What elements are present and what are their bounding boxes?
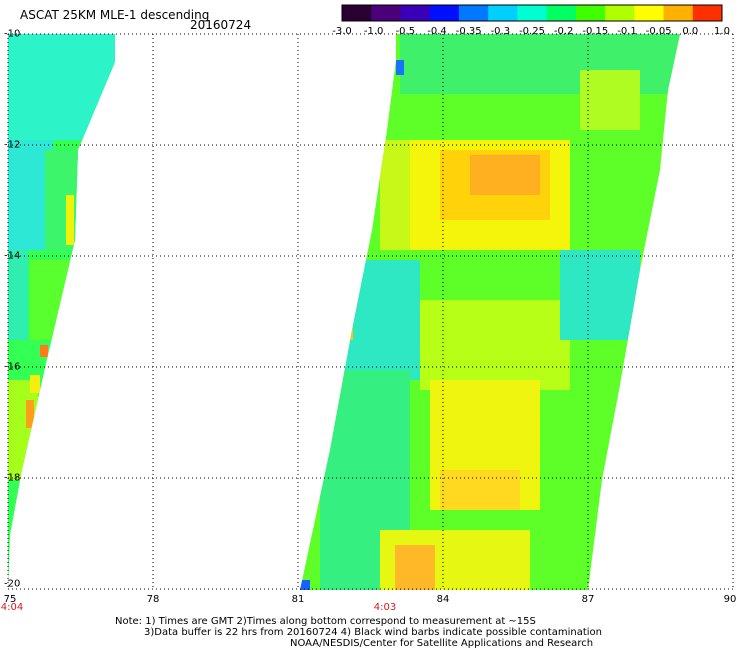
colorbar-label: -3.0 bbox=[332, 26, 352, 37]
map-title: ASCAT 25KM MLE-1 descending bbox=[20, 8, 210, 22]
colorbar-label: 0.0 bbox=[682, 26, 699, 37]
colorbar-swatch bbox=[517, 5, 548, 21]
colorbar-label: -0.25 bbox=[519, 26, 545, 37]
time-label: 4:03 bbox=[373, 602, 397, 613]
colorbar-swatch bbox=[342, 5, 372, 21]
lon-label: 75 bbox=[3, 594, 17, 605]
colorbar-label: -0.5 bbox=[395, 26, 416, 37]
colorbar-swatch bbox=[546, 5, 577, 21]
colorbar-label: -0.3 bbox=[490, 26, 511, 37]
note-line: Note: 1) Times are GMT 2)Times along bot… bbox=[115, 616, 536, 627]
colorbar-label: -0.1 bbox=[617, 26, 637, 37]
note-line: NOAA/NESDIS/Center for Satellite Applica… bbox=[290, 638, 594, 649]
lat-label: -14 bbox=[4, 250, 21, 262]
lat-label: -20 bbox=[4, 578, 21, 590]
colorbar-swatch bbox=[371, 5, 401, 21]
colorbar-swatch bbox=[663, 5, 694, 21]
lon-label: 78 bbox=[146, 594, 160, 605]
lon-label: 90 bbox=[723, 594, 737, 605]
colorbar-label: -0.4 bbox=[427, 26, 447, 37]
lat-label: -16 bbox=[4, 361, 21, 373]
lon-label: 84 bbox=[436, 594, 450, 605]
colorbar-swatch bbox=[605, 5, 635, 21]
time-label: 4:04 bbox=[0, 602, 24, 613]
lat-label: -12 bbox=[4, 139, 21, 151]
colorbar-swatch bbox=[488, 5, 518, 21]
colorbar-label: -0.2 bbox=[553, 26, 574, 37]
lat-label: -10 bbox=[4, 28, 21, 40]
lat-label: -18 bbox=[4, 472, 21, 484]
swath-left bbox=[8, 34, 115, 590]
colorbar bbox=[341, 4, 723, 22]
colorbar-swatch bbox=[692, 5, 723, 21]
colorbar-label: -0.15 bbox=[582, 26, 609, 37]
grid bbox=[7, 33, 735, 590]
colorbar-label: 1.0 bbox=[714, 26, 730, 37]
colorbar-swatch bbox=[575, 5, 606, 21]
lon-label: 87 bbox=[581, 594, 595, 605]
lon-label: 81 bbox=[291, 594, 305, 605]
colorbar-swatch bbox=[458, 5, 489, 21]
note-line: 3)Data buffer is 22 hrs from 20160724 4)… bbox=[144, 627, 602, 638]
colorbar-swatch bbox=[634, 5, 665, 21]
colorbar-label: -1.0 bbox=[363, 26, 384, 37]
colorbar-outline bbox=[341, 4, 723, 22]
colorbar-label: -0.05 bbox=[645, 26, 672, 37]
colorbar-swatch bbox=[400, 5, 431, 21]
map-date: 20160724 bbox=[190, 18, 252, 32]
colorbar-label: -0.35 bbox=[455, 26, 482, 37]
colorbar-swatch bbox=[429, 5, 460, 21]
swath-right bbox=[300, 34, 680, 590]
